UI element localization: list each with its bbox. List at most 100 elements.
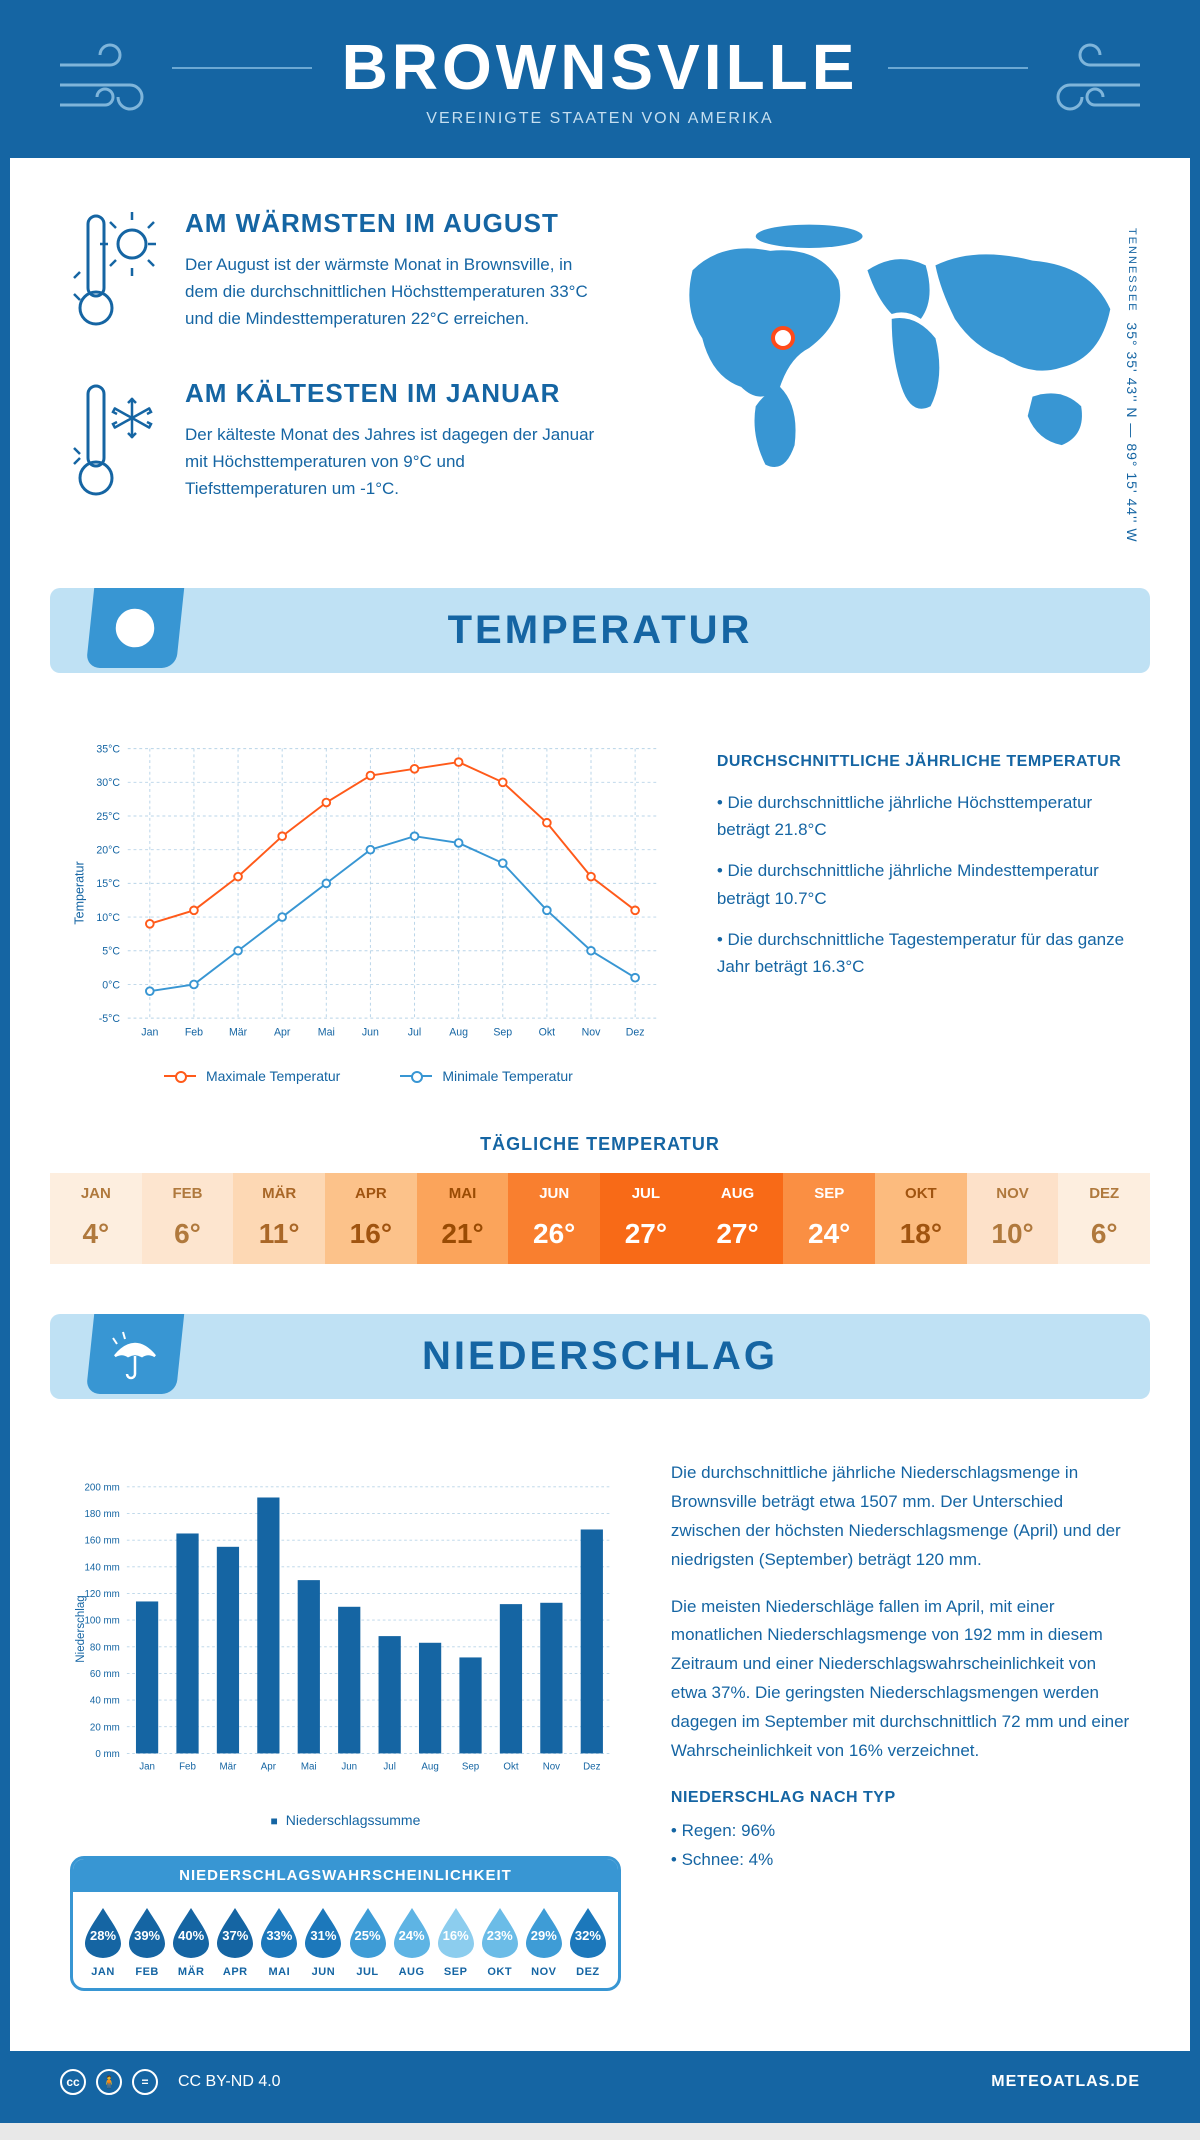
svg-text:Okt: Okt <box>539 1026 556 1038</box>
svg-text:80 mm: 80 mm <box>90 1642 120 1653</box>
thermometer-snow-icon <box>70 378 160 508</box>
drop-icon: 16% <box>436 1906 476 1958</box>
precip-subheading: NIEDERSCHLAG NACH TYP <box>671 1784 1130 1811</box>
svg-text:Mär: Mär <box>229 1026 248 1038</box>
page-title: BROWNSVILLE <box>342 30 859 104</box>
cc-icon: cc <box>60 2069 86 2095</box>
svg-text:Temperatur: Temperatur <box>72 861 86 924</box>
svg-text:Jul: Jul <box>408 1026 422 1038</box>
sun-icon <box>105 598 165 658</box>
svg-text:30°C: 30°C <box>96 777 120 789</box>
precipitation-probability-box: NIEDERSCHLAGSWAHRSCHEINLICHKEIT 28% JAN … <box>70 1856 621 1991</box>
daily-temp-cell: OKT18° <box>875 1173 967 1264</box>
fact-warmest: AM WÄRMSTEN IM AUGUST Der August ist der… <box>70 208 604 343</box>
drop-icon: 25% <box>348 1906 388 1958</box>
summary-heading: DURCHSCHNITTLICHE JÄHRLICHE TEMPERATUR <box>717 753 1130 771</box>
precip-type-item: • Schnee: 4% <box>671 1846 1130 1875</box>
section-title: TEMPERATUR <box>50 608 1150 653</box>
precipitation-bar-chart: 0 mm20 mm40 mm60 mm80 mm100 mm120 mm140 … <box>70 1459 621 1799</box>
svg-text:Apr: Apr <box>261 1761 277 1772</box>
drop-icon: 23% <box>480 1906 520 1958</box>
drop-icon: 40% <box>171 1906 211 1958</box>
svg-text:160 mm: 160 mm <box>84 1536 119 1547</box>
intro-section: AM WÄRMSTEN IM AUGUST Der August ist der… <box>10 158 1190 588</box>
svg-text:Jun: Jun <box>362 1026 379 1038</box>
fact-heading: AM WÄRMSTEN IM AUGUST <box>185 208 604 239</box>
drop-icon: 24% <box>392 1906 432 1958</box>
daily-temp-cell: FEB6° <box>142 1173 234 1264</box>
svg-text:10°C: 10°C <box>96 912 120 924</box>
svg-text:200 mm: 200 mm <box>84 1482 119 1493</box>
wind-icon <box>50 40 170 130</box>
svg-text:Jan: Jan <box>139 1761 155 1772</box>
probability-heading: NIEDERSCHLAGSWAHRSCHEINLICHKEIT <box>73 1859 618 1892</box>
summary-item: • Die durchschnittliche jährliche Mindes… <box>717 857 1130 911</box>
daily-temperature-strip: JAN4°FEB6°MÄR11°APR16°MAI21°JUN26°JUL27°… <box>50 1173 1150 1264</box>
probability-cell: 32% DEZ <box>566 1906 610 1978</box>
daily-temp-cell: MÄR11° <box>233 1173 325 1264</box>
drop-icon: 31% <box>303 1906 343 1958</box>
umbrella-icon <box>105 1324 165 1384</box>
fact-coldest: AM KÄLTESTEN IM JANUAR Der kälteste Mona… <box>70 378 604 513</box>
svg-text:0 mm: 0 mm <box>95 1749 119 1760</box>
legend-min: Minimale Temperatur <box>400 1068 572 1084</box>
precip-paragraph: Die durchschnittliche jährliche Niedersc… <box>671 1459 1130 1575</box>
legend-max: Maximale Temperatur <box>164 1068 340 1084</box>
svg-text:Dez: Dez <box>626 1026 645 1038</box>
precip-type-item: • Regen: 96% <box>671 1817 1130 1846</box>
probability-cell: 40% MÄR <box>169 1906 213 1978</box>
drop-icon: 39% <box>127 1906 167 1958</box>
svg-text:Mai: Mai <box>318 1026 335 1038</box>
svg-text:120 mm: 120 mm <box>84 1589 119 1600</box>
svg-text:5°C: 5°C <box>102 946 120 958</box>
daily-temp-cell: JUN26° <box>508 1173 600 1264</box>
probability-cell: 24% AUG <box>390 1906 434 1978</box>
daily-temp-cell: SEP24° <box>783 1173 875 1264</box>
daily-temp-cell: AUG27° <box>692 1173 784 1264</box>
probability-cell: 31% JUN <box>301 1906 345 1978</box>
daily-temp-cell: JAN4° <box>50 1173 142 1264</box>
svg-text:Jan: Jan <box>141 1026 158 1038</box>
license-text: CC BY-ND 4.0 <box>178 2073 281 2091</box>
daily-temp-heading: TÄGLICHE TEMPERATUR <box>10 1134 1190 1155</box>
daily-temp-cell: JUL27° <box>600 1173 692 1264</box>
svg-text:Aug: Aug <box>449 1026 468 1038</box>
page: BROWNSVILLE VEREINIGTE STAATEN VON AMERI… <box>0 0 1200 2123</box>
svg-text:Apr: Apr <box>274 1026 291 1038</box>
nd-icon: = <box>132 2069 158 2095</box>
footer: cc 🧍 = CC BY-ND 4.0 METEOATLAS.DE <box>10 2051 1190 2113</box>
svg-text:Mai: Mai <box>301 1761 317 1772</box>
svg-text:Nov: Nov <box>582 1026 602 1038</box>
svg-text:Okt: Okt <box>503 1761 518 1772</box>
probability-cell: 23% OKT <box>478 1906 522 1978</box>
probability-cell: 25% JUL <box>345 1906 389 1978</box>
probability-cell: 33% MAI <box>257 1906 301 1978</box>
site-name: METEOATLAS.DE <box>991 2073 1140 2091</box>
daily-temp-cell: APR16° <box>325 1173 417 1264</box>
svg-text:Feb: Feb <box>179 1761 196 1772</box>
daily-temp-cell: MAI21° <box>417 1173 509 1264</box>
summary-item: • Die durchschnittliche Tagestemperatur … <box>717 926 1130 980</box>
svg-text:40 mm: 40 mm <box>90 1696 120 1707</box>
svg-text:Mär: Mär <box>220 1761 238 1772</box>
svg-text:Nov: Nov <box>543 1761 560 1772</box>
temperature-line-chart: -5°C0°C5°C10°C15°C20°C25°C30°C35°CJanFeb… <box>70 733 667 1084</box>
svg-text:140 mm: 140 mm <box>84 1562 119 1573</box>
daily-temp-cell: NOV10° <box>967 1173 1059 1264</box>
drop-icon: 32% <box>568 1906 608 1958</box>
world-map <box>644 208 1130 488</box>
svg-text:Sep: Sep <box>493 1026 512 1038</box>
fact-text: Der kälteste Monat des Jahres ist dagege… <box>185 421 604 503</box>
temperature-summary: DURCHSCHNITTLICHE JÄHRLICHE TEMPERATUR •… <box>717 733 1130 1084</box>
thermometer-sun-icon <box>70 208 160 338</box>
page-subtitle: VEREINIGTE STAATEN VON AMERIKA <box>10 110 1190 128</box>
svg-text:20°C: 20°C <box>96 845 120 857</box>
probability-cell: 37% APR <box>213 1906 257 1978</box>
coordinates: TENNESSEE 35° 35' 43'' N — 89° 15' 44'' … <box>1124 228 1140 543</box>
svg-text:Dez: Dez <box>583 1761 600 1772</box>
fact-text: Der August ist der wärmste Monat in Brow… <box>185 251 604 333</box>
precipitation-text: Die durchschnittliche jährliche Niedersc… <box>671 1459 1130 1991</box>
wind-icon <box>1030 40 1150 130</box>
section-title: NIEDERSCHLAG <box>50 1334 1150 1379</box>
probability-cell: 39% FEB <box>125 1906 169 1978</box>
